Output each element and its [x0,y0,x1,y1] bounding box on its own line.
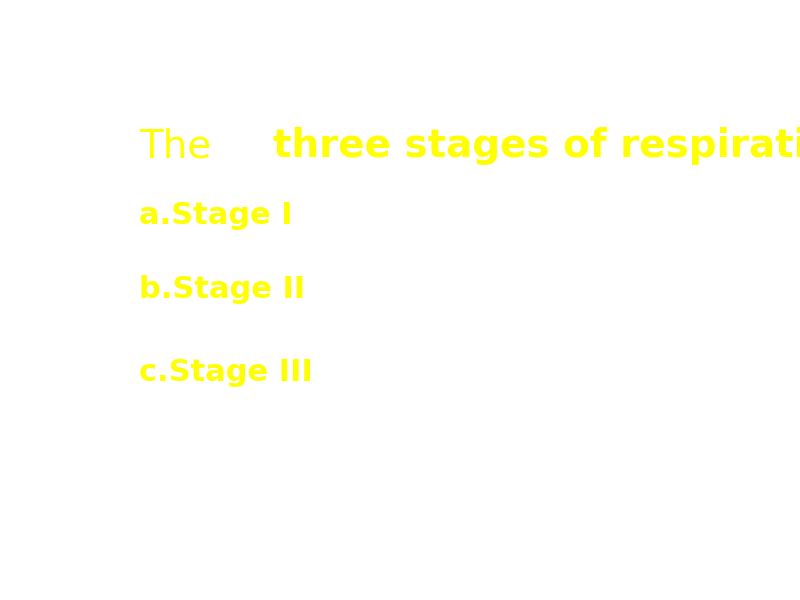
Text: b.Stage II: b.Stage II [138,275,305,304]
Text: a.Stage I: a.Stage I [138,202,292,230]
Text: c.Stage III: c.Stage III [138,358,313,388]
Text: The: The [138,127,223,166]
Text: three stages of respiration: three stages of respiration [273,127,800,166]
